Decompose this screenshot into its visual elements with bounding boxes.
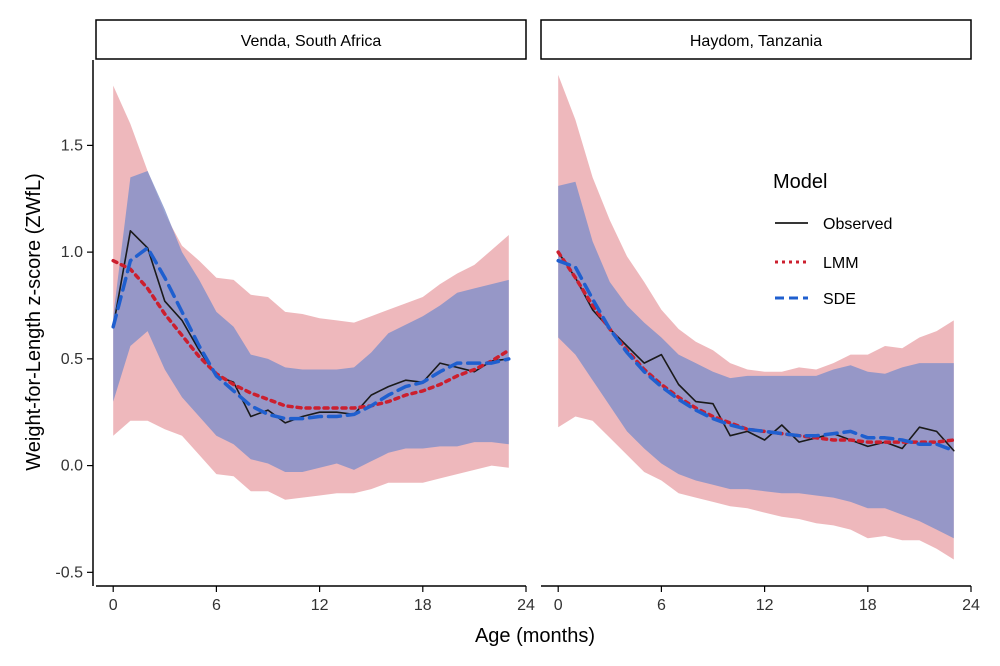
x-tick-label-haydom-0: 0: [554, 597, 563, 614]
y-tick-label-2: 0.5: [61, 351, 83, 368]
sde-band-venda: [113, 171, 509, 472]
observed-line-venda: [112, 230, 510, 424]
x-tick-label-haydom-18: 18: [859, 597, 877, 614]
y-axis: -0.5 0.0 0.5 1.0 1.5: [55, 60, 94, 586]
plot-area-haydom: [556, 74, 956, 560]
x-axis-venda: 0 6 12 18 24: [96, 585, 535, 614]
y-tick-label-0: -0.5: [55, 564, 83, 581]
y-axis-title: Weight-for-Length z-score (ZWfL): [23, 173, 45, 471]
sde-band-haydom: [558, 181, 954, 539]
panel-venda: Venda, South Africa: [95, 19, 527, 500]
x-tick-label-haydom-24: 24: [962, 597, 980, 614]
strip-title-haydom: Haydom, Tanzania: [690, 33, 822, 50]
legend-label-sde: SDE: [823, 291, 856, 308]
sde-line-venda: [111, 246, 511, 421]
panel-haydom: Haydom, Tanzania: [540, 19, 972, 560]
legend: Model Observed LMM SDE: [762, 158, 922, 318]
legend-label-observed: Observed: [823, 216, 892, 233]
x-axis-haydom: 0 6 12 18 24: [541, 585, 980, 614]
x-tick-label-venda-12: 12: [311, 597, 329, 614]
x-tick-label-venda-24: 24: [517, 597, 535, 614]
x-tick-label-venda-18: 18: [414, 597, 432, 614]
strip-title-venda: Venda, South Africa: [241, 33, 382, 50]
legend-title: Model: [773, 171, 827, 193]
y-tick-label-1: 0.0: [61, 458, 83, 475]
x-tick-label-haydom-6: 6: [657, 597, 666, 614]
x-tick-label-venda-6: 6: [212, 597, 221, 614]
legend-label-lmm: LMM: [823, 255, 859, 272]
plot-area-venda: [111, 85, 511, 500]
x-tick-label-venda-0: 0: [109, 597, 118, 614]
y-tick-label-4: 1.5: [61, 137, 83, 154]
sde-line-haydom: [556, 258, 956, 453]
strip-haydom: [540, 19, 972, 60]
strip-venda: [95, 19, 527, 60]
y-tick-label-3: 1.0: [61, 244, 83, 261]
lmm-line-venda: [111, 258, 511, 410]
legend-background: [762, 158, 922, 318]
x-tick-label-haydom-12: 12: [756, 597, 774, 614]
x-axis-title: Age (months): [475, 625, 595, 647]
